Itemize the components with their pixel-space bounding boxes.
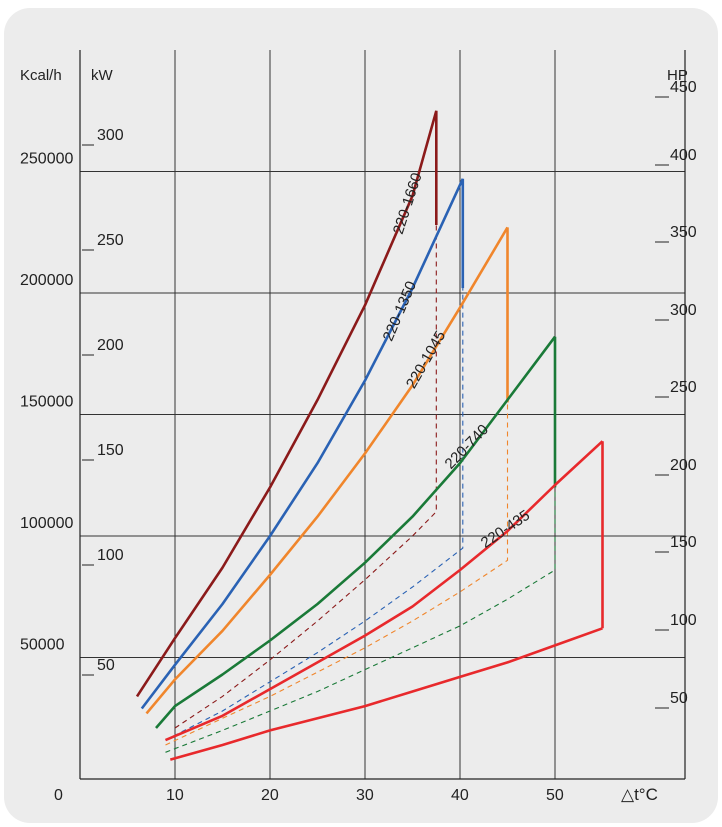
hp-tick-label: 350 [670, 224, 697, 241]
series-220-740-line [155, 335, 557, 729]
series-220-1660-dashed-line [174, 225, 437, 729]
x-tick-label: 0 [54, 787, 63, 804]
hp-tick-label: 400 [670, 147, 697, 164]
kcal-tick-label: 50000 [20, 637, 65, 654]
hp-tick-label: 450 [670, 79, 697, 96]
axes [79, 50, 686, 780]
series-220-435-line [164, 440, 604, 742]
x-tick-label: 30 [356, 787, 374, 804]
series-220-1350-dashed-line [165, 288, 464, 741]
kw-tick-label: 100 [97, 547, 124, 564]
hp-tick-label: 200 [670, 457, 697, 474]
labels: Kcal/h kW HP △t°C 0 10 20 30 40 50 50000 100000 1500… [20, 67, 697, 804]
kcal-axis-label: Kcal/h [20, 67, 62, 84]
x-axis-label: △t°C [621, 785, 658, 804]
series-220-1045-line [145, 226, 509, 715]
series-220-1350-line [140, 178, 464, 710]
x-tick-label: 10 [166, 787, 184, 804]
series-label-220-1660: 220-1660 [390, 171, 426, 237]
series-220-435-lower-line [169, 627, 603, 761]
x-tick-label: 40 [451, 787, 469, 804]
hp-tick-label: 300 [670, 302, 697, 319]
series-label-220-740: 220-740 [442, 421, 492, 472]
hp-tick-label: 150 [670, 534, 697, 551]
kcal-tick-label: 250000 [20, 151, 73, 168]
series-label-220-435: 220-435 [478, 507, 533, 552]
kw-tick-label: 50 [97, 657, 115, 674]
chart-panel [4, 8, 718, 823]
grid [80, 50, 685, 779]
hp-tick-label: 250 [670, 379, 697, 396]
kcal-tick-label: 100000 [20, 515, 73, 532]
series-layer [135, 110, 604, 761]
hp-tick-label: 50 [670, 690, 688, 707]
series-220-1045-dashed-line [165, 402, 509, 746]
series-220-1660-line [135, 110, 438, 698]
kcal-tick-label: 150000 [20, 394, 73, 411]
hp-tick-label: 100 [670, 612, 697, 629]
series-label-220-1045: 220-1045 [403, 328, 449, 391]
kw-tick-label: 300 [97, 127, 124, 144]
kw-tick-label: 200 [97, 337, 124, 354]
x-tick-label: 20 [261, 787, 279, 804]
series-label-220-1350: 220-1350 [380, 279, 420, 344]
hp-axis-label: HP [667, 67, 688, 84]
kw-tick-label: 250 [97, 232, 124, 249]
kw-tick-label: 150 [97, 442, 124, 459]
kw-axis-label: kW [91, 67, 114, 84]
x-tick-label: 50 [546, 787, 564, 804]
kcal-tick-label: 200000 [20, 272, 73, 289]
